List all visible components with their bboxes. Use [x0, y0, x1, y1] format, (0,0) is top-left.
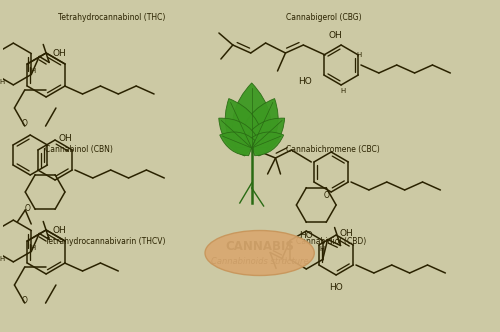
Text: H: H — [340, 88, 345, 94]
PathPatch shape — [225, 99, 264, 153]
Text: Tetrahydrocannabinol (THC): Tetrahydrocannabinol (THC) — [58, 13, 166, 22]
Text: OH: OH — [52, 48, 66, 57]
Text: HO: HO — [300, 230, 313, 239]
Text: HO: HO — [329, 283, 343, 291]
Text: H: H — [282, 257, 287, 263]
Text: O: O — [22, 296, 27, 305]
Text: O: O — [24, 204, 30, 212]
Text: Cannabigerol (CBG): Cannabigerol (CBG) — [286, 13, 362, 22]
PathPatch shape — [244, 118, 284, 156]
Text: Cannabinoids structure: Cannabinoids structure — [211, 257, 308, 266]
Text: Tetrahydrocannabivarin (THCV): Tetrahydrocannabivarin (THCV) — [45, 237, 166, 246]
Text: CANNABIS: CANNABIS — [225, 239, 294, 253]
Text: OH: OH — [328, 31, 342, 40]
Text: OH: OH — [58, 133, 72, 142]
Text: H: H — [356, 52, 362, 58]
Ellipse shape — [205, 230, 314, 276]
Text: O: O — [22, 119, 27, 128]
PathPatch shape — [219, 118, 259, 156]
Text: Cannabichromene (CBC): Cannabichromene (CBC) — [286, 145, 380, 154]
Text: HO: HO — [298, 76, 312, 86]
Text: H: H — [320, 246, 325, 252]
Text: H: H — [0, 256, 5, 262]
Text: H: H — [30, 245, 36, 251]
PathPatch shape — [248, 132, 284, 156]
Text: O: O — [324, 191, 329, 200]
Text: OH: OH — [339, 228, 353, 237]
Text: Cannabidiol (CBD): Cannabidiol (CBD) — [296, 237, 366, 246]
PathPatch shape — [232, 83, 271, 148]
PathPatch shape — [220, 132, 255, 156]
Text: OH: OH — [52, 225, 66, 234]
Text: H: H — [30, 68, 36, 74]
Text: Cannabinol (CBN): Cannabinol (CBN) — [45, 145, 113, 154]
Text: H: H — [0, 79, 5, 85]
PathPatch shape — [240, 99, 278, 153]
